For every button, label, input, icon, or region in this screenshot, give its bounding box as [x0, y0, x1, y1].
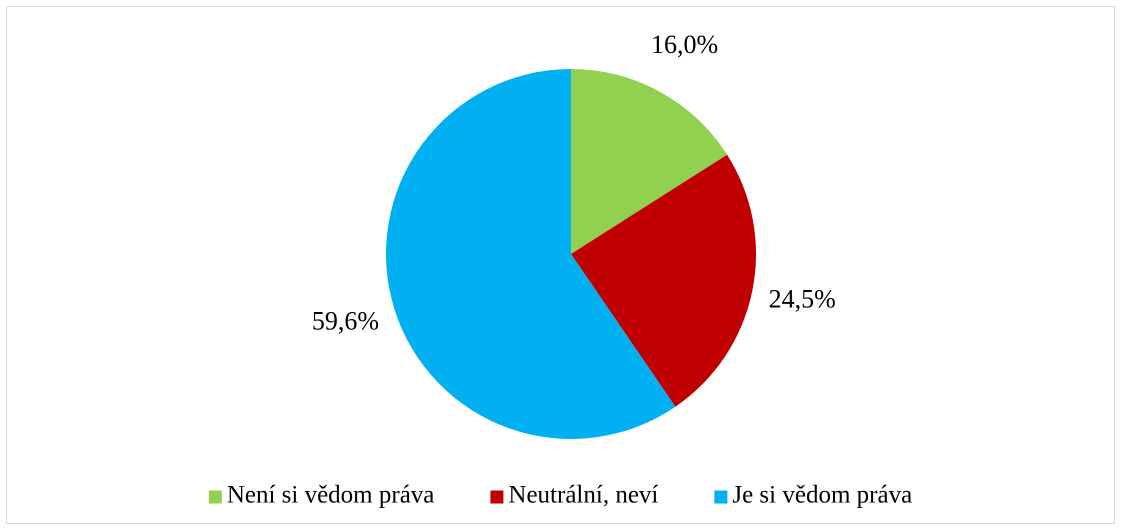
legend-swatch [714, 490, 728, 504]
legend-label: Není si vědom práva [227, 482, 435, 509]
data-label: 24,5% [769, 284, 836, 313]
data-label: 59,6% [312, 307, 379, 336]
legend-label: Je si vědom práva [732, 482, 912, 509]
legend-label: Neutrální, neví [508, 482, 658, 509]
data-label: 16,0% [651, 30, 718, 59]
pie-slice [571, 154, 756, 407]
pie-slice [386, 69, 676, 439]
pie-slice [571, 69, 728, 254]
legend-swatch [490, 490, 504, 504]
legend-swatch [208, 490, 222, 504]
